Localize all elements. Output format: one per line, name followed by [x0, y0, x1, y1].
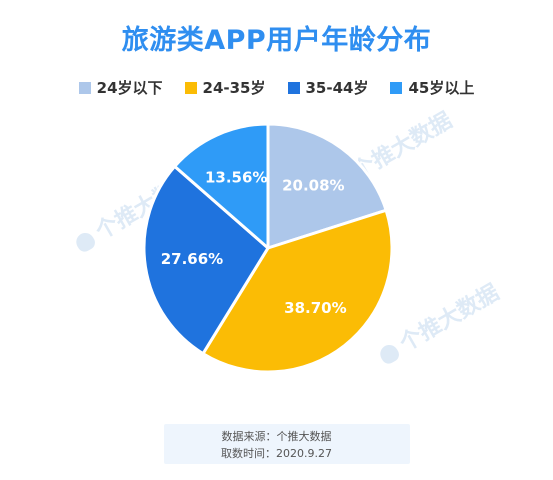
source-time-line: 取数时间：2020.9.27 [221, 447, 332, 460]
pie-slice [173, 122, 270, 250]
pie-slice [266, 122, 388, 250]
source-line: 数据来源：个推大数据 [221, 430, 332, 443]
legend-swatch [184, 81, 197, 94]
legend-swatch [78, 81, 91, 94]
pie-slices [142, 122, 394, 374]
chart-title: 旅游类APP用户年龄分布 [121, 25, 432, 56]
slice-label: 20.08% [282, 176, 344, 194]
slice-label: 27.66% [161, 250, 223, 268]
legend-swatch [390, 81, 403, 94]
source-box [164, 424, 410, 464]
legend-label: 24-35岁 [202, 79, 266, 97]
legend-label: 45岁以上 [408, 79, 475, 97]
chart-legend: 24岁以下 24-35岁 35-44岁 45岁以上 [0, 77, 553, 98]
slice-label: 13.56% [205, 168, 267, 186]
legend-label: 24岁以下 [96, 79, 163, 97]
legend-label: 35-44岁 [305, 79, 369, 97]
legend-item: 24-35岁 [184, 77, 266, 98]
legend-swatch [287, 81, 300, 94]
pie-labels: 20.08% 38.70% 27.66% 13.56% [161, 168, 347, 317]
legend-item: 35-44岁 [287, 77, 369, 98]
legend-item: 45岁以上 [390, 77, 474, 98]
pie-slice [142, 164, 270, 356]
legend-item: 24岁以下 [78, 77, 163, 98]
slice-label: 38.70% [284, 299, 346, 317]
pie-slice [201, 208, 394, 374]
